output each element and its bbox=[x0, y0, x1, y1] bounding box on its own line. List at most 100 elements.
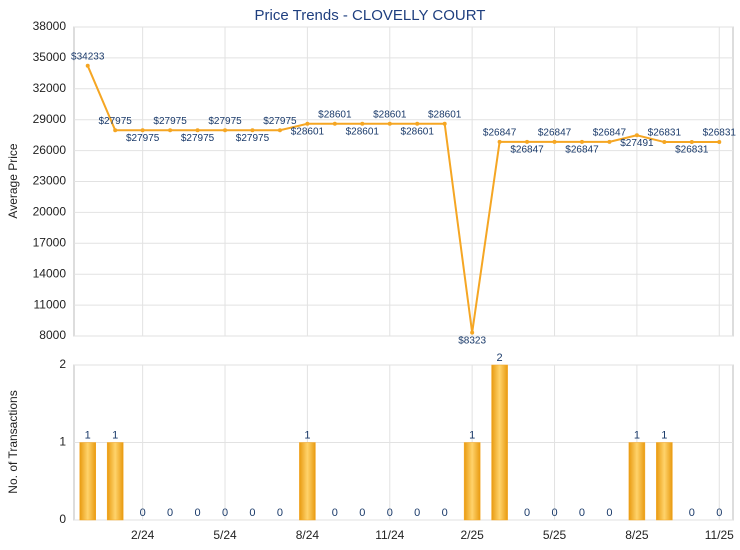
bar bbox=[628, 442, 646, 521]
x-tick-label: 8/25 bbox=[625, 528, 649, 542]
point bbox=[277, 128, 282, 133]
point bbox=[689, 140, 694, 145]
value-label: $26847 bbox=[565, 145, 599, 156]
bar-label: 0 bbox=[442, 507, 448, 519]
bar-label: 0 bbox=[140, 507, 146, 519]
value-label: $27975 bbox=[99, 116, 133, 127]
point bbox=[223, 128, 228, 133]
value-label: $26847 bbox=[593, 128, 627, 139]
bar-label: 0 bbox=[222, 507, 228, 519]
value-label: $28601 bbox=[346, 126, 380, 137]
point bbox=[250, 128, 255, 133]
value-label: $26847 bbox=[538, 128, 572, 139]
y-tick-label: 2 bbox=[59, 357, 66, 371]
point bbox=[525, 139, 530, 144]
value-label: $28601 bbox=[291, 126, 325, 137]
point bbox=[85, 63, 90, 68]
value-label: $27975 bbox=[126, 133, 160, 144]
y-tick-label: 0 bbox=[59, 512, 66, 526]
y-tick-label: 8000 bbox=[39, 328, 66, 342]
value-label: $8323 bbox=[458, 335, 486, 346]
bar bbox=[299, 442, 316, 521]
bar-label: 1 bbox=[634, 429, 640, 441]
bar-label: 1 bbox=[469, 429, 475, 441]
bar-label: 0 bbox=[716, 507, 722, 519]
value-label: $27975 bbox=[208, 116, 242, 127]
bar-label: 0 bbox=[414, 507, 420, 519]
value-label: $27975 bbox=[236, 133, 270, 144]
y-tick-label: 14000 bbox=[33, 266, 67, 280]
y-axis-label: Average Price bbox=[6, 143, 20, 218]
chart-title: Price Trends - CLOVELLY COURT bbox=[255, 7, 486, 24]
point bbox=[415, 121, 420, 126]
bar-label: 0 bbox=[332, 507, 338, 519]
value-label: $28601 bbox=[428, 109, 462, 120]
value-label: $26847 bbox=[483, 128, 517, 139]
value-label: $34233 bbox=[71, 51, 105, 62]
point bbox=[442, 121, 447, 126]
bar bbox=[106, 442, 124, 521]
point bbox=[140, 128, 145, 133]
x-tick-label: 8/24 bbox=[296, 528, 320, 542]
point bbox=[662, 140, 667, 145]
x-tick-label: 2/25 bbox=[460, 528, 484, 542]
y-tick-label: 38000 bbox=[33, 19, 67, 33]
x-tick-label: 5/24 bbox=[213, 528, 237, 542]
point bbox=[579, 139, 584, 144]
point bbox=[195, 128, 200, 133]
bar-label: 1 bbox=[112, 429, 118, 441]
bar bbox=[491, 364, 508, 521]
bar-label: 0 bbox=[195, 507, 201, 519]
point bbox=[168, 128, 173, 133]
value-label: $26831 bbox=[703, 128, 737, 139]
bar-label: 0 bbox=[167, 507, 173, 519]
bar-label: 1 bbox=[304, 429, 310, 441]
bar-label: 0 bbox=[359, 507, 365, 519]
y-tick-label: 32000 bbox=[33, 81, 67, 95]
point bbox=[470, 330, 475, 335]
x-tick-label: 2/24 bbox=[131, 528, 155, 542]
point bbox=[717, 140, 722, 145]
bar-label: 0 bbox=[277, 507, 283, 519]
value-label: $28601 bbox=[318, 109, 352, 120]
bar bbox=[79, 442, 96, 521]
point bbox=[387, 121, 392, 126]
point bbox=[634, 133, 639, 138]
x-tick-label: 11/25 bbox=[705, 528, 734, 542]
point bbox=[332, 121, 337, 126]
y-axis-label: No. of Transactions bbox=[6, 390, 20, 493]
y-tick-label: 26000 bbox=[33, 143, 67, 157]
y-tick-label: 1 bbox=[59, 435, 66, 449]
bar-label: 2 bbox=[497, 352, 503, 364]
bar bbox=[463, 442, 481, 521]
value-label: $28601 bbox=[401, 126, 435, 137]
point bbox=[552, 139, 557, 144]
y-tick-label: 20000 bbox=[33, 205, 67, 219]
bar-label: 0 bbox=[579, 507, 585, 519]
value-label: $26847 bbox=[510, 145, 544, 156]
bar-label: 0 bbox=[689, 507, 695, 519]
point bbox=[497, 139, 502, 144]
value-label: $27491 bbox=[620, 138, 654, 149]
bar-label: 0 bbox=[524, 507, 530, 519]
bar-label: 0 bbox=[387, 507, 393, 519]
point bbox=[113, 128, 118, 133]
x-tick-label: 5/25 bbox=[543, 528, 567, 542]
point bbox=[360, 121, 365, 126]
bar-label: 0 bbox=[551, 507, 557, 519]
y-tick-label: 17000 bbox=[33, 235, 67, 249]
value-label: $27975 bbox=[153, 116, 187, 127]
bar-label: 0 bbox=[249, 507, 255, 519]
value-label: $27975 bbox=[263, 116, 297, 127]
value-label: $26831 bbox=[675, 145, 709, 156]
bar bbox=[656, 442, 673, 521]
bar-label: 0 bbox=[606, 507, 612, 519]
y-tick-label: 11000 bbox=[34, 297, 67, 311]
value-label: $27975 bbox=[181, 133, 215, 144]
bar-label: 1 bbox=[85, 429, 91, 441]
value-label: $26831 bbox=[648, 128, 682, 139]
point bbox=[305, 121, 310, 126]
y-tick-label: 35000 bbox=[33, 50, 67, 64]
y-tick-label: 29000 bbox=[33, 112, 67, 126]
